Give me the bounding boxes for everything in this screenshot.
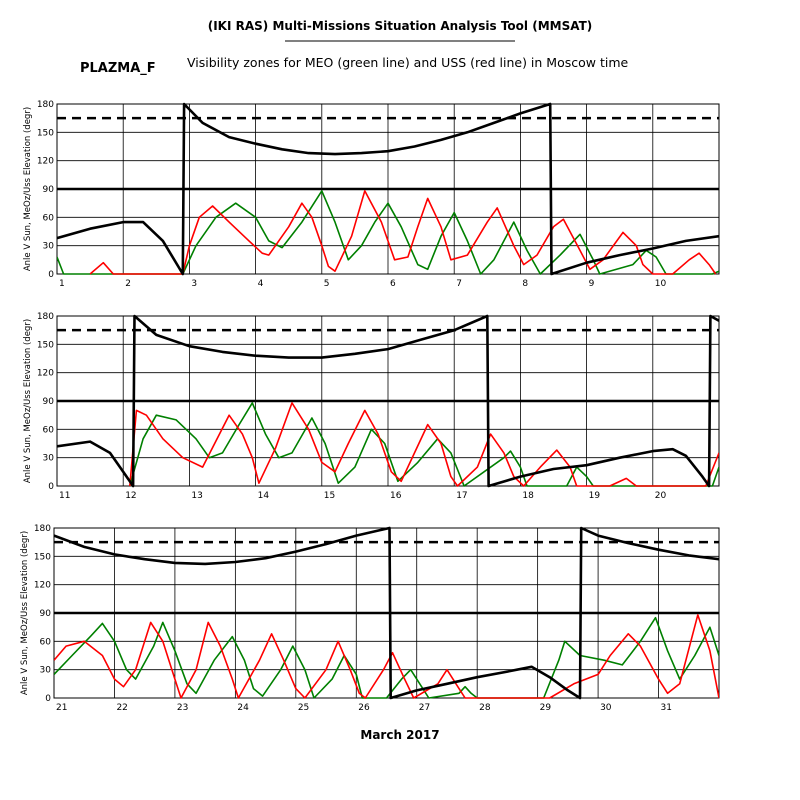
- y-tick-label: 0: [45, 694, 51, 704]
- x-tick-label: 2: [125, 279, 131, 289]
- series-line-uss: [89, 190, 717, 275]
- y-axis-label: Anle V Sun, MeOz/Uss Elevation (degr): [23, 107, 33, 271]
- x-tick-label: 5: [324, 279, 330, 289]
- x-tick-label: 6: [390, 279, 396, 289]
- y-tick-label: 30: [43, 454, 55, 464]
- series-line-uss: [54, 614, 719, 699]
- panel-3: 21 22 23 24 25 26 27 28 29 30 31 0 30 60 90 120 150 180 An…: [20, 524, 720, 713]
- x-tick-label: 21: [56, 703, 67, 713]
- series-line-sun: [57, 102, 719, 276]
- x-tick-label: 16: [390, 491, 402, 501]
- series-line-sun: [57, 314, 719, 488]
- series-line-uss: [129, 402, 719, 487]
- panel-1: 1 2 3 4 5 6 7 8 9 10 0 30 60 90 120 150 180 Anle V Sun, M…: [23, 100, 720, 289]
- x-tick-label: 15: [324, 491, 335, 501]
- x-tick-label: 7: [456, 279, 462, 289]
- x-tick-label: 8: [522, 279, 528, 289]
- y-tick-label: 120: [37, 369, 54, 379]
- y-tick-label: 60: [40, 637, 52, 647]
- y-tick-label: 30: [43, 242, 55, 252]
- y-tick-label: 150: [34, 552, 51, 562]
- y-tick-label: 60: [43, 213, 55, 223]
- x-tick-label: 31: [661, 703, 672, 713]
- x-tick-label: 27: [419, 703, 430, 713]
- y-tick-label: 180: [34, 524, 51, 534]
- y-tick-label: 0: [48, 270, 54, 280]
- x-tick-label: 23: [177, 703, 188, 713]
- y-tick-label: 120: [37, 157, 54, 167]
- x-tick-label: 13: [191, 491, 202, 501]
- x-axis-label: March 2017: [360, 728, 439, 742]
- x-tick-label: 3: [191, 279, 197, 289]
- x-tick-label: 29: [540, 703, 552, 713]
- x-tick-label: 1: [59, 279, 65, 289]
- y-axis-label: Anle V Sun, MeOz/Uss Elevation (degr): [20, 531, 30, 695]
- y-tick-label: 90: [43, 185, 55, 195]
- x-tick-label: 20: [655, 491, 667, 501]
- x-tick-label: 9: [589, 279, 595, 289]
- x-tick-label: 12: [125, 491, 136, 501]
- y-tick-label: 60: [43, 425, 55, 435]
- y-tick-label: 120: [34, 581, 51, 591]
- x-tick-label: 17: [456, 491, 467, 501]
- y-tick-label: 180: [37, 312, 54, 322]
- series-line-meo: [54, 616, 719, 699]
- y-tick-label: 90: [43, 397, 55, 407]
- x-tick-label: 18: [522, 491, 534, 501]
- x-tick-label: 19: [589, 491, 601, 501]
- y-axis-label: Anle V Sun, MeOz/Uss Elevation (degr): [23, 319, 33, 483]
- y-tick-label: 150: [37, 128, 54, 138]
- y-tick-label: 180: [37, 100, 54, 110]
- series-line-sun: [54, 526, 719, 700]
- y-tick-label: 30: [40, 666, 52, 676]
- chart-subtitle: Visibility zones for MEO (green line) an…: [187, 55, 628, 70]
- x-tick-label: 11: [59, 491, 70, 501]
- x-tick-label: 10: [655, 279, 667, 289]
- x-tick-label: 28: [479, 703, 491, 713]
- x-tick-label: 26: [358, 703, 370, 713]
- mission-name: PLAZMA_F: [80, 61, 156, 76]
- x-tick-label: 24: [237, 703, 249, 713]
- x-tick-label: 4: [258, 279, 264, 289]
- series-line-meo: [129, 402, 719, 487]
- y-tick-label: 90: [40, 609, 52, 619]
- panel-2: 11 12 13 14 15 16 17 18 19 20 0 30 60 90 120 150 180 Anle…: [23, 312, 720, 501]
- x-tick-label: 30: [600, 703, 612, 713]
- x-tick-label: 14: [258, 491, 270, 501]
- series-line-meo: [57, 190, 719, 275]
- y-tick-label: 150: [37, 340, 54, 350]
- x-tick-label: 22: [116, 703, 127, 713]
- chart-title: (IKI RAS) Multi-Missions Situation Analy…: [208, 19, 593, 33]
- x-tick-label: 25: [298, 703, 309, 713]
- y-tick-label: 0: [48, 482, 54, 492]
